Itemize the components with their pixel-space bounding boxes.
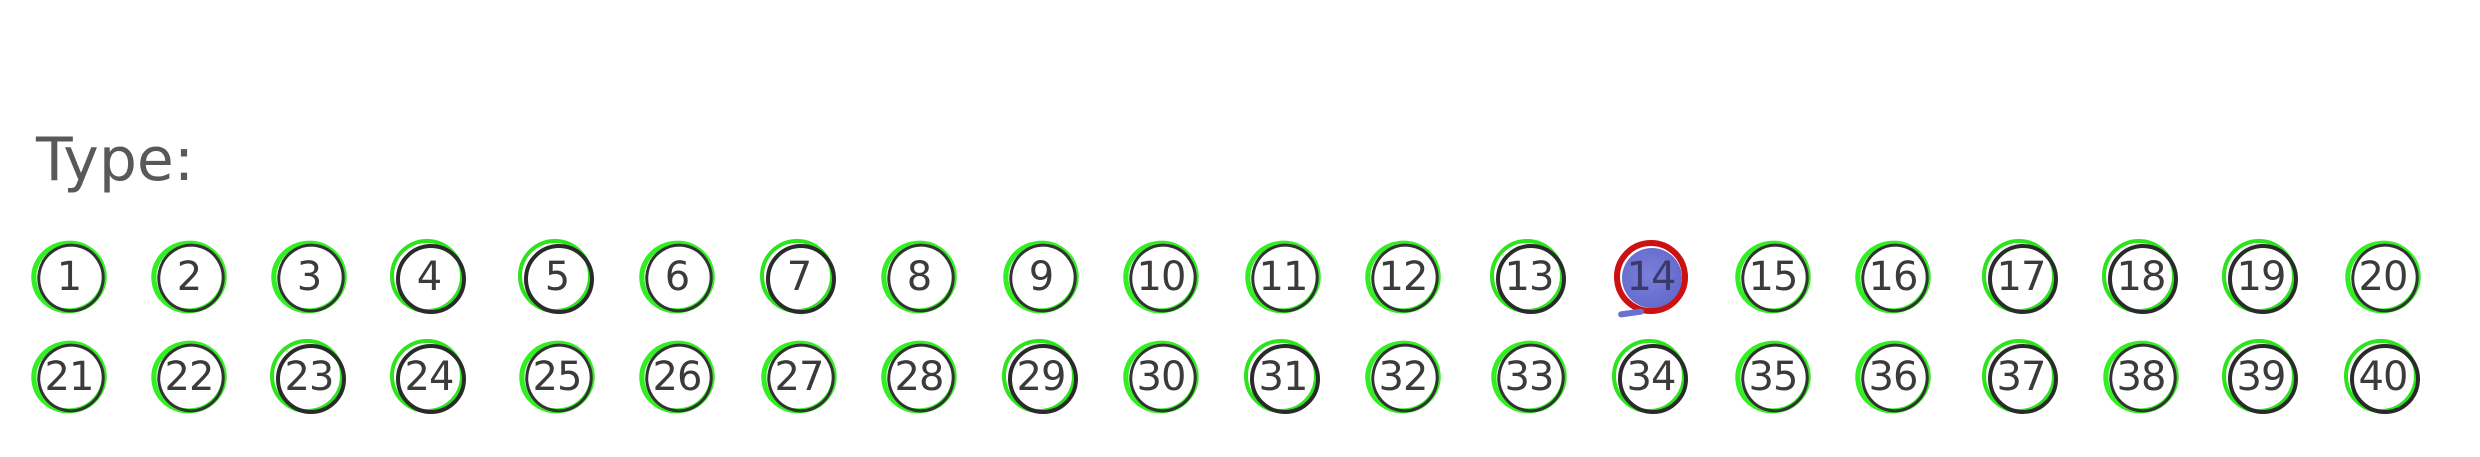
type-option-number: 30 xyxy=(1136,354,1187,400)
type-option-number: 21 xyxy=(44,354,95,400)
type-option-bubble-28[interactable]: 28 xyxy=(882,340,956,414)
type-option-number: 39 xyxy=(2236,354,2287,400)
type-option-number: 37 xyxy=(1996,354,2047,400)
type-option-bubble-36[interactable]: 36 xyxy=(1856,340,1930,414)
type-option-number: 38 xyxy=(2116,354,2167,400)
type-option-bubble-23[interactable]: 23 xyxy=(272,340,346,414)
type-option-bubble-34[interactable]: 34 xyxy=(1614,340,1688,414)
type-option-number: 22 xyxy=(164,354,215,400)
type-option-number: 25 xyxy=(532,354,583,400)
type-option-number: 2 xyxy=(176,254,202,300)
type-option-bubble-12[interactable]: 12 xyxy=(1366,240,1440,314)
type-option-bubble-18[interactable]: 18 xyxy=(2104,240,2178,314)
type-option-number: 4 xyxy=(416,254,442,300)
type-label: Type: xyxy=(36,125,195,195)
type-option-bubble-25[interactable]: 25 xyxy=(520,340,594,414)
type-option-number: 33 xyxy=(1504,354,1555,400)
type-option-bubble-1[interactable]: 1 xyxy=(32,240,106,314)
type-option-bubble-3[interactable]: 3 xyxy=(272,240,346,314)
type-option-number: 11 xyxy=(1258,254,1309,300)
type-option-number: 12 xyxy=(1378,254,1429,300)
type-option-number: 1 xyxy=(56,254,82,300)
type-option-number: 17 xyxy=(1996,254,2047,300)
type-option-bubble-22[interactable]: 22 xyxy=(152,340,226,414)
type-option-number: 14 xyxy=(1626,254,1677,300)
type-option-number: 26 xyxy=(652,354,703,400)
type-option-number: 8 xyxy=(906,254,932,300)
type-option-bubble-6[interactable]: 6 xyxy=(640,240,714,314)
type-option-bubble-29[interactable]: 29 xyxy=(1004,340,1078,414)
type-option-number: 20 xyxy=(2358,254,2409,300)
type-option-number: 29 xyxy=(1016,354,1067,400)
type-option-number: 34 xyxy=(1626,354,1677,400)
type-option-bubble-11[interactable]: 11 xyxy=(1246,240,1320,314)
type-option-number: 40 xyxy=(2358,354,2409,400)
type-option-bubble-40[interactable]: 40 xyxy=(2346,340,2420,414)
type-option-number: 6 xyxy=(664,254,690,300)
type-option-bubble-27[interactable]: 27 xyxy=(762,340,836,414)
type-option-bubble-16[interactable]: 16 xyxy=(1856,240,1930,314)
type-option-bubble-17[interactable]: 17 xyxy=(1984,240,2058,314)
type-option-bubble-26[interactable]: 26 xyxy=(640,340,714,414)
type-option-bubble-19[interactable]: 19 xyxy=(2224,240,2298,314)
type-option-number: 27 xyxy=(774,354,825,400)
type-option-number: 7 xyxy=(786,254,812,300)
type-option-bubble-31[interactable]: 31 xyxy=(1246,340,1320,414)
type-option-bubble-7[interactable]: 7 xyxy=(762,240,836,314)
type-option-bubble-10[interactable]: 10 xyxy=(1124,240,1198,314)
pen-scribble-mark xyxy=(1617,308,1645,318)
type-option-bubble-39[interactable]: 39 xyxy=(2224,340,2298,414)
type-option-number: 23 xyxy=(284,354,335,400)
type-option-bubble-24[interactable]: 24 xyxy=(392,340,466,414)
type-option-bubble-15[interactable]: 15 xyxy=(1736,240,1810,314)
type-option-bubble-30[interactable]: 30 xyxy=(1124,340,1198,414)
type-option-number: 13 xyxy=(1504,254,1555,300)
type-option-bubble-37[interactable]: 37 xyxy=(1984,340,2058,414)
type-option-bubble-38[interactable]: 38 xyxy=(2104,340,2178,414)
type-option-number: 19 xyxy=(2236,254,2287,300)
type-option-bubble-9[interactable]: 9 xyxy=(1004,240,1078,314)
type-option-number: 18 xyxy=(2116,254,2167,300)
type-option-bubble-21[interactable]: 21 xyxy=(32,340,106,414)
type-option-bubble-20[interactable]: 20 xyxy=(2346,240,2420,314)
type-option-bubble-32[interactable]: 32 xyxy=(1366,340,1440,414)
type-option-number: 36 xyxy=(1868,354,1919,400)
type-option-bubble-33[interactable]: 33 xyxy=(1492,340,1566,414)
type-option-number: 10 xyxy=(1136,254,1187,300)
type-option-number: 28 xyxy=(894,354,945,400)
type-option-bubble-2[interactable]: 2 xyxy=(152,240,226,314)
type-option-bubble-5[interactable]: 5 xyxy=(520,240,594,314)
type-option-number: 3 xyxy=(296,254,322,300)
type-option-number: 31 xyxy=(1258,354,1309,400)
type-option-number: 9 xyxy=(1028,254,1054,300)
type-option-number: 5 xyxy=(544,254,570,300)
type-option-number: 16 xyxy=(1868,254,1919,300)
type-option-number: 35 xyxy=(1748,354,1799,400)
type-option-number: 15 xyxy=(1748,254,1799,300)
type-option-bubble-8[interactable]: 8 xyxy=(882,240,956,314)
type-option-bubble-13[interactable]: 13 xyxy=(1492,240,1566,314)
type-option-bubble-35[interactable]: 35 xyxy=(1736,340,1810,414)
type-option-bubble-14[interactable]: 14 xyxy=(1614,240,1688,318)
type-option-number: 24 xyxy=(404,354,455,400)
type-option-bubble-4[interactable]: 4 xyxy=(392,240,466,314)
type-option-number: 32 xyxy=(1378,354,1429,400)
